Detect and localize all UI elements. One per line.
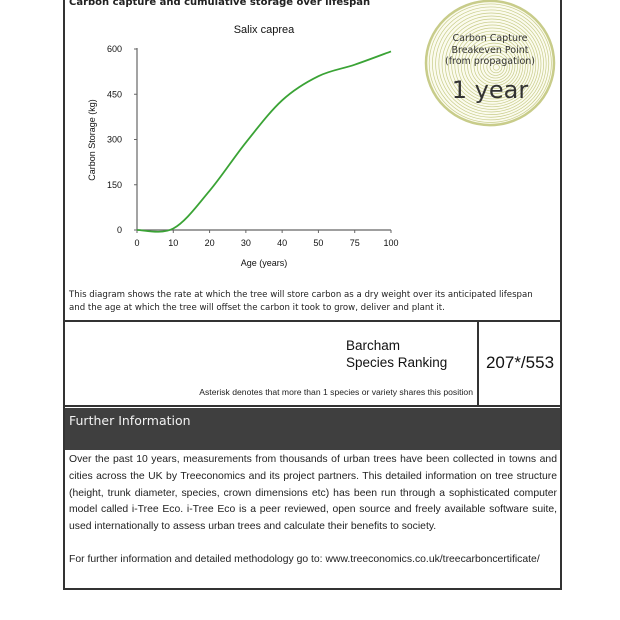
breakeven-badge-rings: [424, 0, 556, 127]
tree-ring: [480, 51, 511, 82]
ranking-value: 207*/553: [485, 353, 555, 372]
tree-ring: [441, 15, 542, 113]
x-tick-label: 20: [205, 238, 215, 248]
y-tick-label: 450: [107, 89, 122, 99]
chart-title: Salix caprea: [234, 24, 295, 36]
tree-ring: [451, 24, 534, 105]
tree-ring: [467, 39, 521, 92]
x-tick-label: 40: [277, 238, 287, 248]
section-title: Carbon capture and cumulative storage ov…: [69, 0, 371, 8]
carbon-storage-chart: Salix caprea Carbon Storage (kg) Age (ye…: [87, 24, 399, 268]
tree-ring: [464, 36, 524, 95]
breakeven-line: Carbon Capture: [452, 33, 528, 44]
tree-ring: [438, 12, 544, 115]
tree-ring: [432, 6, 550, 121]
tree-ring: [424, 0, 556, 127]
tree-ring: [444, 18, 539, 110]
tree-ring: [489, 60, 503, 74]
x-tick-label: 75: [350, 238, 360, 248]
further-info-title: Further Information: [69, 413, 191, 428]
tree-ring: [476, 48, 513, 84]
ranking-label-line: Species Ranking: [346, 355, 448, 370]
tree-ring: [454, 27, 531, 102]
series-line: [136, 50, 392, 233]
tree-ring: [483, 54, 508, 79]
y-tick-label: 0: [117, 225, 122, 235]
y-tick-label: 600: [107, 44, 122, 54]
ranking-footnote: Asterisk denotes that more than 1 specie…: [199, 387, 473, 397]
tree-ring: [473, 45, 516, 87]
further-info-body: Over the past 10 years, measurements fro…: [69, 454, 557, 533]
certificate-frame: [63, 0, 562, 590]
chart-note: This diagram shows the rate at which the…: [69, 290, 533, 313]
tree-ring: [492, 63, 500, 71]
ranking-divider: [477, 320, 479, 407]
tree-ring: [448, 21, 537, 108]
x-tick-label: 100: [383, 238, 398, 248]
y-tick-label: 150: [107, 180, 122, 190]
tree-ring: [460, 33, 526, 97]
y-axis-label: Carbon Storage (kg): [87, 99, 97, 181]
tree-ring: [486, 57, 505, 76]
breakeven-value: 1 year: [451, 76, 529, 104]
tree-ring: [428, 3, 552, 123]
x-tick-label: 30: [241, 238, 251, 248]
x-tick-label: 10: [168, 238, 178, 248]
methodology-link[interactable]: For further information and detailed met…: [69, 554, 540, 565]
tree-ring: [470, 42, 518, 89]
divider: [63, 320, 562, 322]
breakeven-label: Carbon Capture Breakeven Point (from pro…: [430, 33, 550, 68]
y-tick-label: 300: [107, 135, 122, 145]
ranking-label: Barcham Species Ranking: [346, 337, 447, 371]
x-axis-label: Age (years): [241, 258, 288, 268]
tree-ring: [457, 30, 529, 100]
divider: [63, 405, 562, 407]
further-info-header: [65, 408, 560, 450]
ranking-label-line: Barcham: [346, 338, 401, 353]
x-tick-label: 50: [313, 238, 323, 248]
breakeven-line: Breakeven Point: [451, 44, 529, 56]
x-tick-label: 0: [134, 238, 139, 248]
breakeven-line: (from propagation): [445, 56, 535, 67]
tree-ring: [435, 9, 547, 118]
